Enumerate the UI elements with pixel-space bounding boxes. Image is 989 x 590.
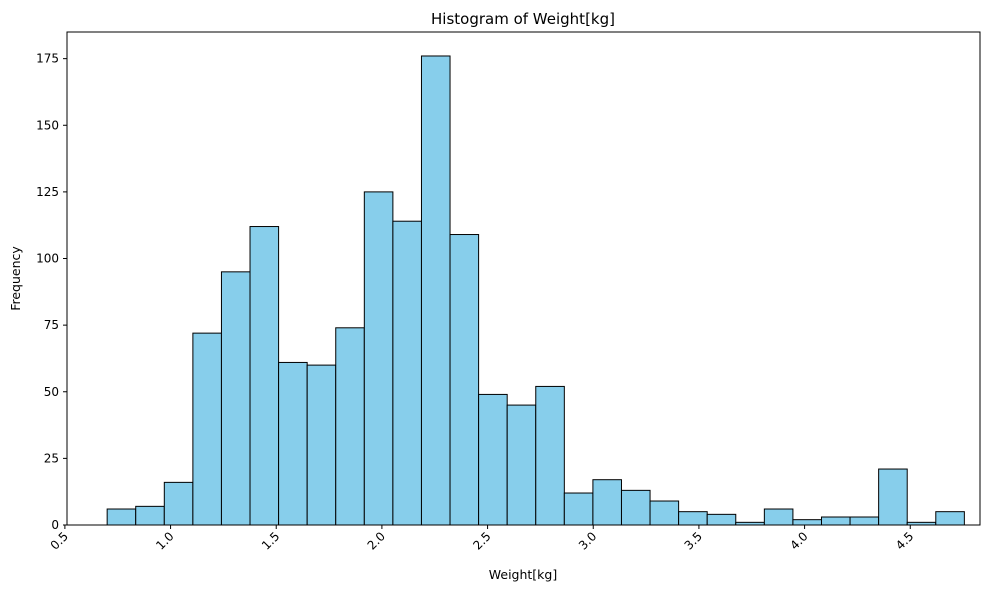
y-tick-label: 0 [51, 518, 59, 532]
histogram-bar [249, 226, 280, 526]
histogram-bar [620, 489, 651, 526]
y-tick-label: 125 [36, 185, 59, 199]
x-tick-label: 4.0 [787, 529, 810, 552]
y-axis-label: Frequency [8, 246, 23, 311]
histogram-bar [392, 220, 422, 526]
histogram-bar [135, 505, 165, 526]
histogram-bar [678, 511, 708, 526]
x-tick-label: 4.5 [893, 529, 916, 552]
histogram-bar [592, 479, 622, 526]
histogram-bar [763, 508, 794, 526]
histogram-bar [192, 332, 222, 526]
histogram-bar [278, 361, 308, 526]
x-tick-label: 1.5 [259, 529, 282, 552]
histogram-bar [935, 511, 965, 526]
histogram-bar [163, 481, 194, 526]
histogram-bar [649, 500, 680, 526]
x-axis-ticks: 0.5 1.0 1.5 2.0 2.5 3.0 3.5 4.0 4.5 [48, 525, 916, 553]
histogram-bar [506, 404, 537, 526]
x-tick-label: 2.0 [365, 529, 388, 552]
x-tick-label: 1.0 [153, 529, 176, 552]
x-axis-label: Weight[kg] [489, 567, 557, 582]
y-tick-label: 75 [44, 318, 59, 332]
chart-title: Histogram of Weight[kg] [431, 10, 615, 28]
histogram-bar [363, 191, 394, 526]
histogram-bar [535, 385, 565, 526]
y-tick-label: 175 [36, 52, 59, 66]
histogram-bar [449, 234, 480, 526]
y-tick-label: 150 [36, 118, 59, 132]
histogram-bar [792, 519, 822, 526]
histogram-bar [878, 468, 908, 526]
histogram-bar [106, 508, 137, 526]
histogram-bar [478, 393, 508, 526]
histogram-bar [820, 516, 851, 526]
histogram-bar [849, 516, 880, 526]
histogram-bar [420, 55, 451, 526]
y-tick-label: 50 [44, 385, 59, 399]
x-tick-label: 3.0 [576, 529, 599, 552]
histogram-bar [335, 327, 365, 526]
histogram-bar [563, 492, 594, 526]
x-tick-label: 2.5 [470, 529, 493, 552]
y-tick-label: 25 [44, 451, 59, 465]
histogram-bar [306, 364, 337, 526]
y-axis-ticks: 0 25 50 75 100 125 150 175 [36, 52, 67, 532]
x-tick-label: 0.5 [48, 529, 71, 552]
histogram-bar [220, 271, 251, 526]
bars-group [106, 55, 965, 526]
y-tick-label: 100 [36, 252, 59, 266]
x-tick-label: 3.5 [682, 529, 705, 552]
histogram-bar [706, 513, 737, 526]
plot-frame [66, 31, 981, 526]
